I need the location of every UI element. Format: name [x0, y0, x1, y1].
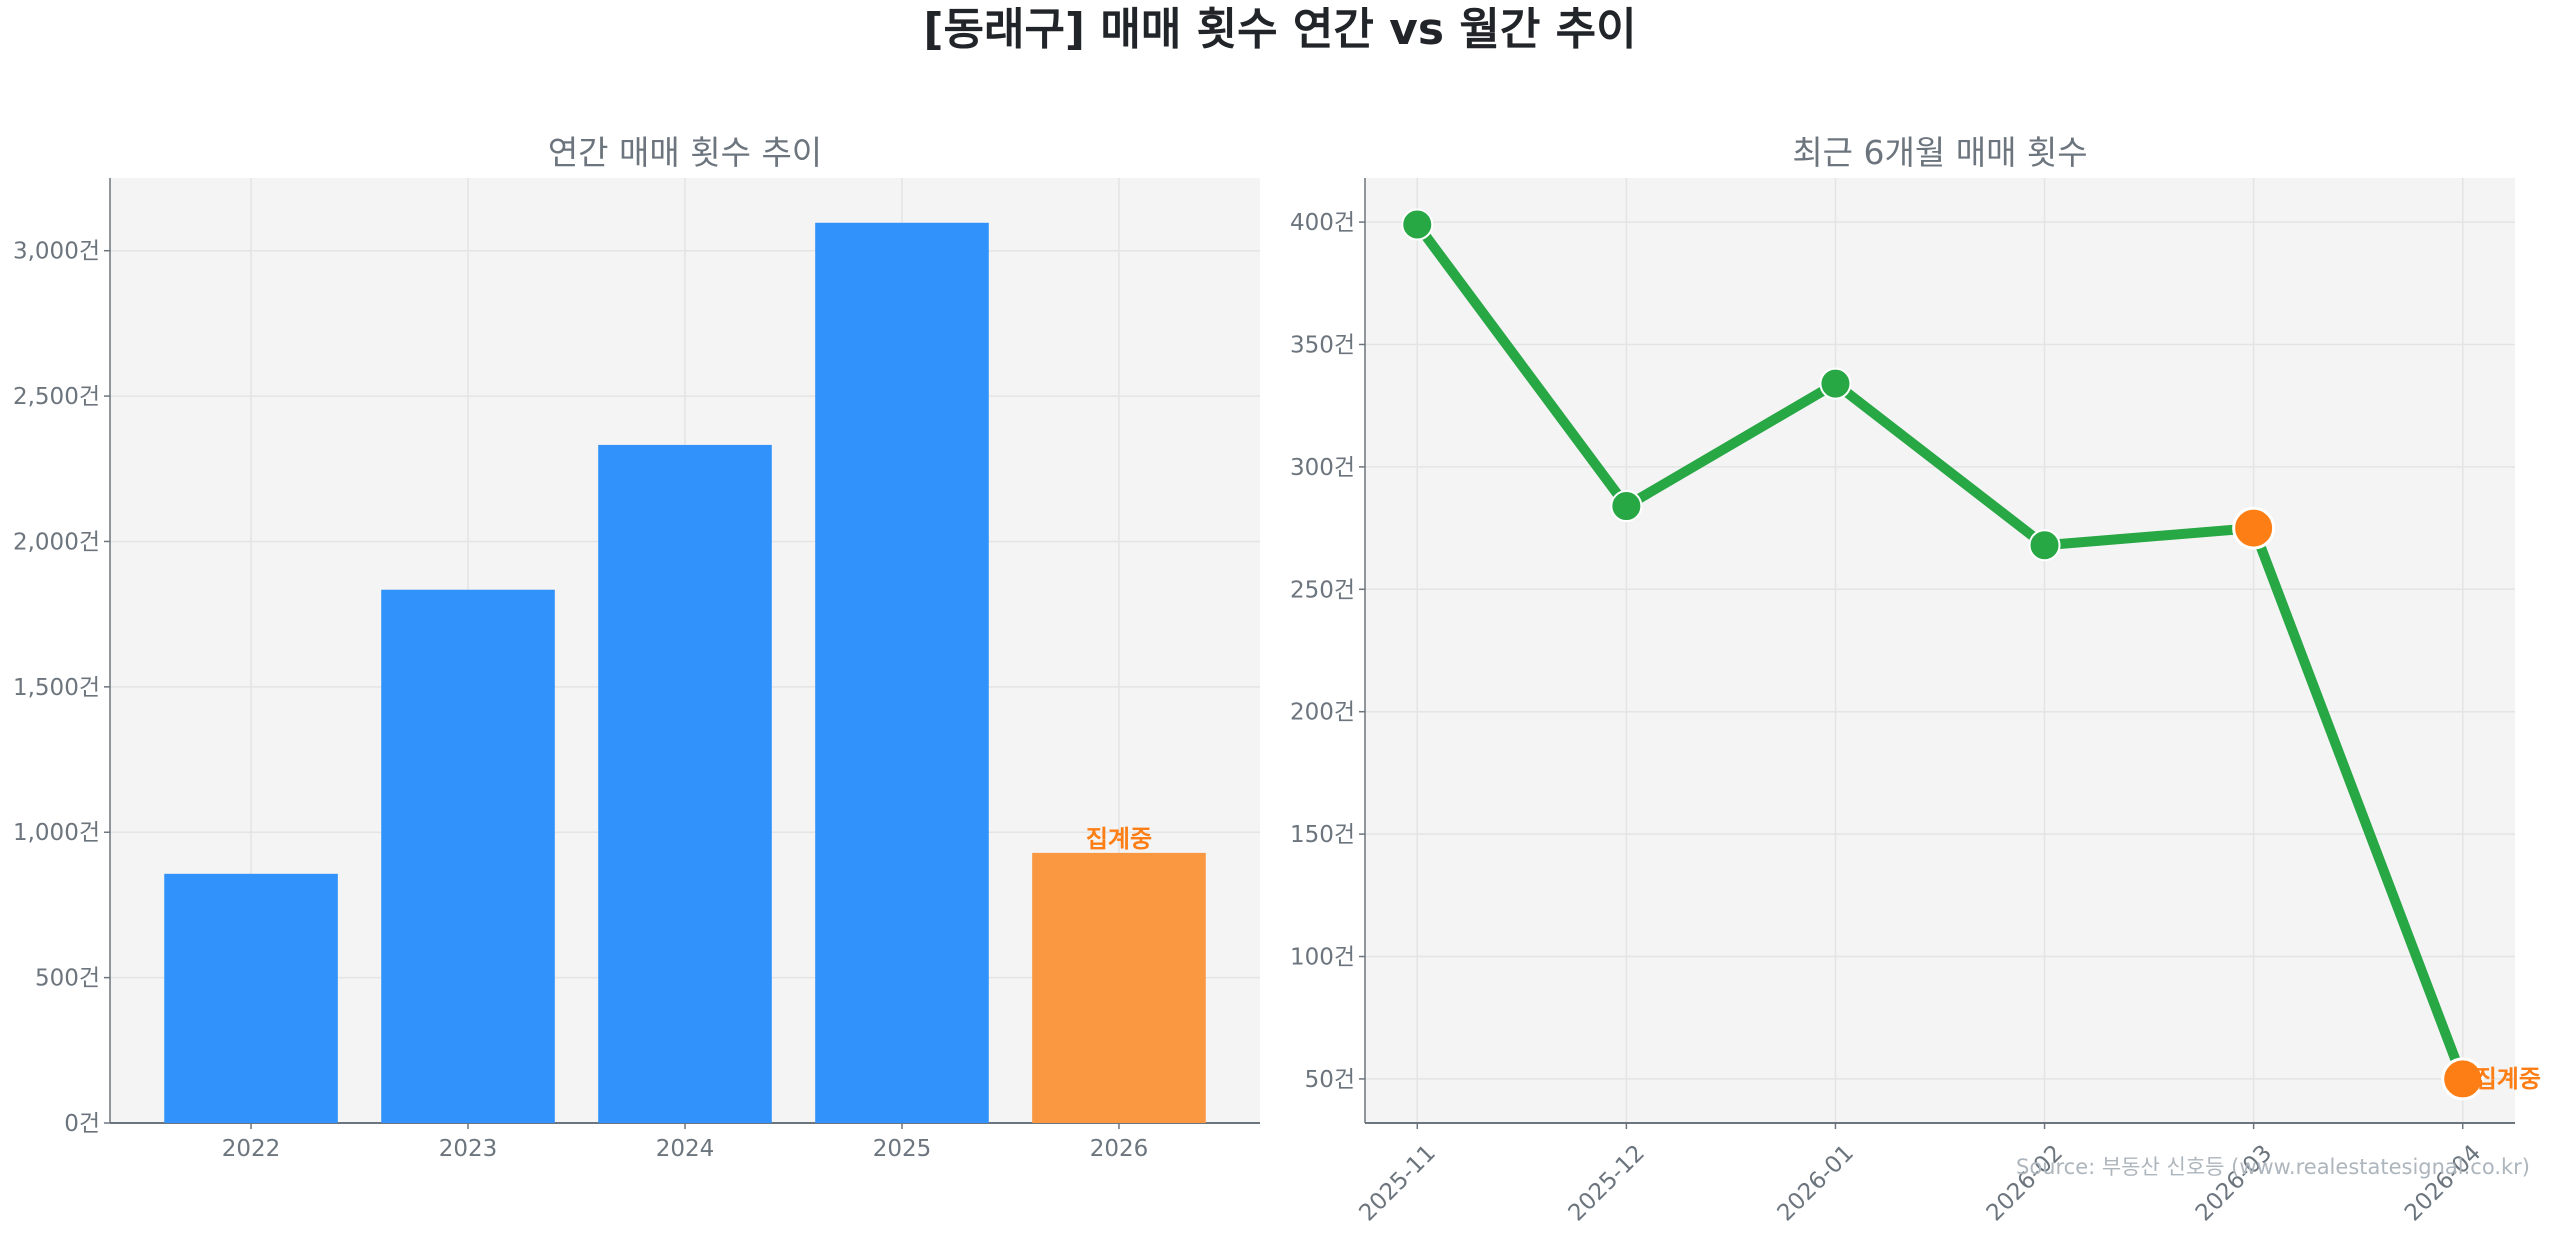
- y-tick-label: 1,500건: [13, 675, 100, 701]
- bar-2023: [381, 589, 555, 1123]
- y-tick-label: 3,000건: [13, 239, 100, 265]
- y-tick-label: 50건: [1305, 1067, 1355, 1093]
- x-tick-label: 2023: [439, 1136, 498, 1162]
- y-tick-label: 2,500건: [13, 384, 100, 410]
- x-tick-label: 2026-04: [2400, 1140, 2486, 1226]
- x-tick-label: 2022: [222, 1136, 281, 1162]
- data-point-2026-03: [2232, 506, 2276, 550]
- subplot-title: 최근 6개월 매매 횟수: [1792, 133, 2087, 172]
- monthly-line-chart: 50건 100건 150건 200건 250건 300건 350건 400건 최근 6개월 매매…: [1290, 133, 2541, 1227]
- x-tick-label: 2026: [1090, 1136, 1149, 1162]
- source-text: Source: 부동산 신호등 (www.realestatesignal.co…: [2016, 1155, 2530, 1179]
- figure-title: [동래구] 매매 횟수 연간 vs 월간 추이: [923, 4, 1636, 55]
- plot-area: [1365, 178, 2515, 1123]
- y-tick-label: 0건: [64, 1111, 100, 1137]
- x-tick-label: 2025: [873, 1136, 932, 1162]
- y-tick-label: 250건: [1290, 577, 1355, 603]
- x-tick-label: 2026-02: [1982, 1140, 2068, 1226]
- data-point-2025-12: [1610, 490, 1643, 523]
- data-point-2026-02: [2028, 529, 2061, 562]
- bar-2025: [815, 222, 989, 1124]
- x-tick-label: 2026-01: [1773, 1140, 1859, 1226]
- x-tick-label: 2025-11: [1354, 1140, 1440, 1226]
- y-tick-label: 1,000건: [13, 820, 100, 846]
- y-tick-label: 100건: [1290, 945, 1355, 971]
- point-annotation: 집계중: [2475, 1065, 2541, 1093]
- bar-2022: [164, 873, 338, 1123]
- series-line: [1413, 221, 2468, 1081]
- bar-2026: [1032, 852, 1206, 1123]
- subplot-title: 연간 매매 횟수 추이: [548, 133, 822, 172]
- data-point-2025-11: [1401, 208, 1434, 241]
- y-tick-label: 150건: [1290, 822, 1355, 848]
- y-tick-label: 500건: [35, 966, 100, 992]
- y-tick-label: 2,000건: [13, 529, 100, 555]
- bar-annotation: 집계중: [1086, 825, 1152, 853]
- y-tick-label: 300건: [1290, 455, 1355, 481]
- x-tick-label: 2024: [656, 1136, 715, 1162]
- bar-2024: [598, 444, 772, 1123]
- x-tick-label: 2025-12: [1564, 1140, 1650, 1226]
- y-tick-label: 350건: [1290, 332, 1355, 358]
- x-tick-label: 2026-03: [2191, 1140, 2277, 1226]
- data-point-2026-01: [1819, 367, 1852, 400]
- annual-bar-chart: 0건 500건 1,000건 1,500건 2,000건 2,500건 3,000건 연간 매…: [13, 133, 1260, 1162]
- data-point-2026-04: [2441, 1057, 2485, 1101]
- y-tick-label: 200건: [1290, 700, 1355, 726]
- y-tick-label: 400건: [1290, 210, 1355, 236]
